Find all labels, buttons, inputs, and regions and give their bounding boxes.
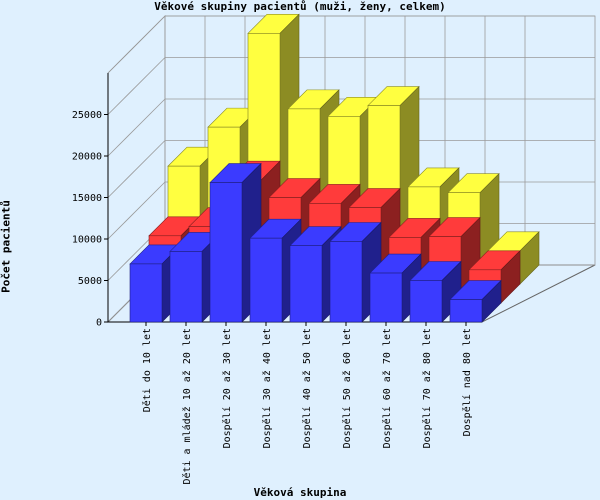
bar — [329, 241, 363, 323]
grid-line-side — [107, 57, 166, 115]
y-tick-label: 20000 — [72, 152, 102, 163]
x-tick-label: Děti do 10 let — [141, 328, 153, 412]
bar — [209, 182, 243, 323]
y-tick-label: 5000 — [78, 276, 102, 287]
y-tick-label: 0 — [96, 318, 102, 329]
chart-title: Věkové skupiny pacientů (muži, ženy, cel… — [154, 0, 446, 13]
bar — [129, 263, 163, 323]
grid-line-side — [107, 98, 166, 157]
x-tick-label: Dospělí 60 až 70 let — [381, 328, 393, 448]
bar — [169, 251, 203, 323]
grid-line-side — [107, 15, 166, 74]
x-axis-label: Věková skupina — [253, 486, 347, 499]
x-tick-label: Dospělí 40 až 50 let — [301, 328, 313, 448]
bar — [449, 299, 483, 323]
grid-line-side — [107, 140, 166, 198]
x-tick-label: Dospělí 30 až 40 let — [261, 328, 273, 448]
y-tick-label: 10000 — [72, 235, 102, 246]
bar — [369, 272, 403, 323]
y-tick-label: 15000 — [72, 193, 102, 204]
bar — [289, 245, 323, 323]
x-tick-label: Dospělí 50 až 60 let — [341, 328, 353, 448]
x-tick-label: Dospělí 70 až 80 let — [421, 328, 433, 448]
y-tick-label: 25000 — [72, 110, 102, 121]
x-tick-label: Děti a mládež 10 až 20 let — [181, 328, 193, 485]
grid-line-side — [107, 181, 166, 240]
bar — [409, 280, 443, 323]
bar — [249, 237, 283, 323]
x-tick-label: Dospělí nad 80 let — [461, 328, 473, 436]
x-tick-label: Dospělí 20 až 30 let — [221, 328, 233, 448]
